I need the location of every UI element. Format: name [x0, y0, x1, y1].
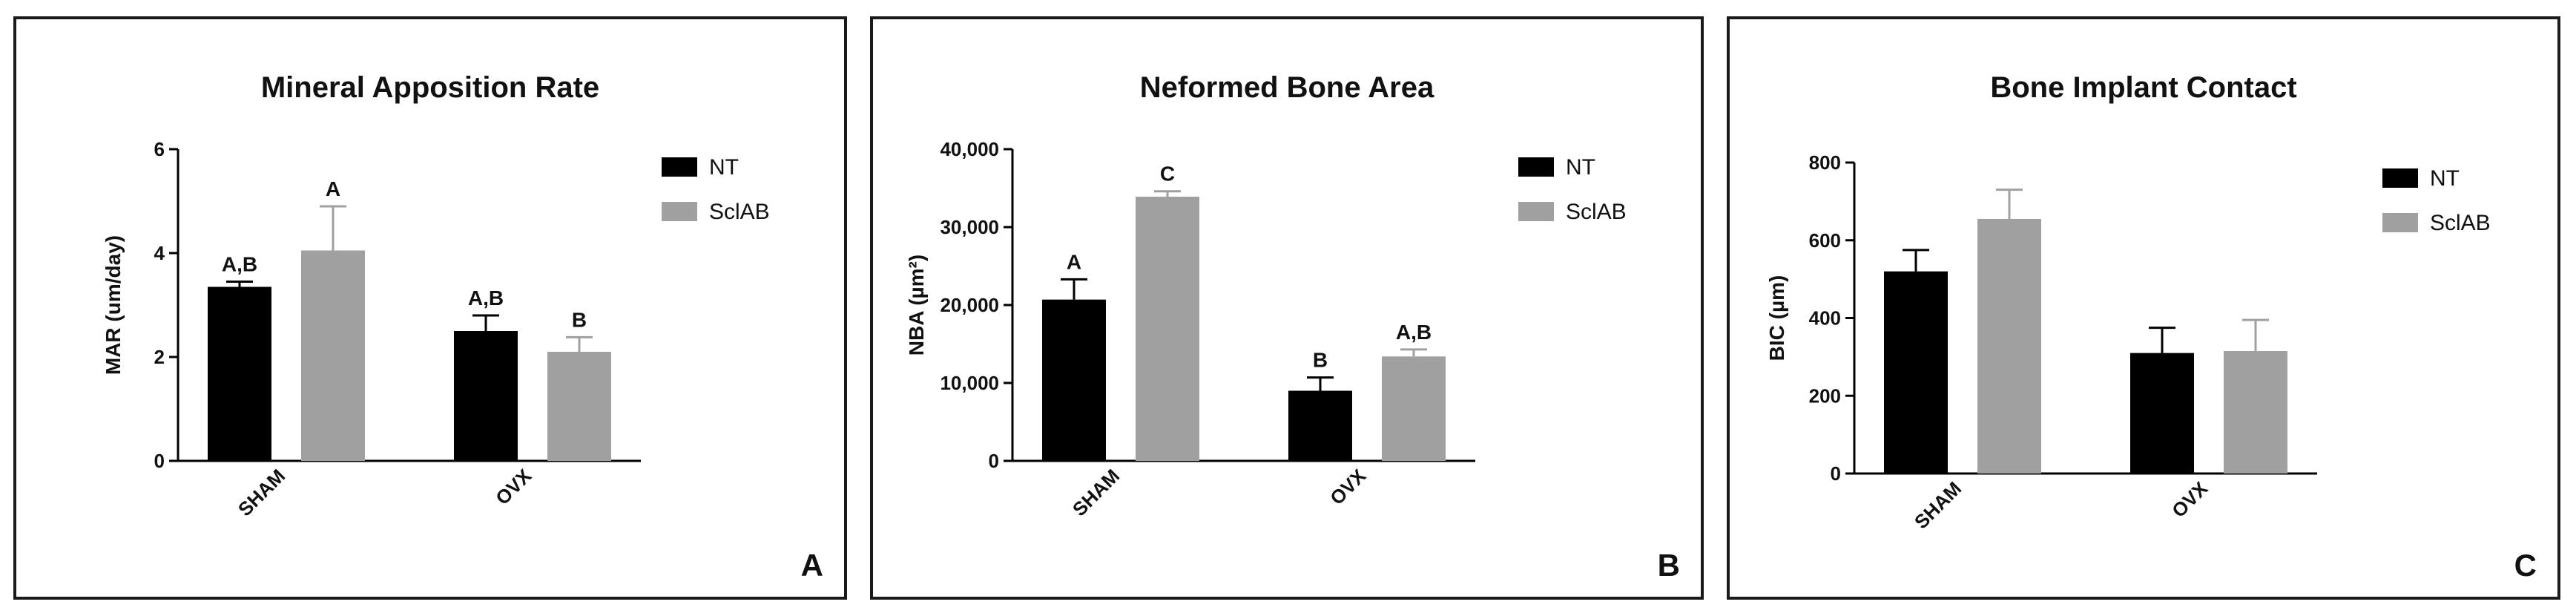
chart-title: Mineral Apposition Rate: [261, 71, 599, 104]
bar-sclab-ovx: [547, 352, 611, 461]
y-tick-label: 800: [1809, 151, 1841, 174]
y-tick-label: 0: [1831, 462, 1841, 485]
significance-label: A,B: [468, 286, 504, 309]
y-tick-label: 0: [989, 450, 999, 472]
y-tick-label: 30,000: [940, 216, 999, 238]
legend-swatch-nt: [2382, 168, 2418, 188]
legend-swatch-nt: [662, 157, 697, 177]
x-tick-label-sham: SHAM: [1068, 465, 1124, 520]
bar-sclab-sham: [301, 250, 365, 461]
significance-label: A: [1067, 250, 1081, 273]
significance-label: B: [572, 308, 587, 331]
chart-panel-b: Neformed Bone Area 0 10,000 20,000 30,000 40,…: [870, 16, 1704, 600]
legend-swatch-sclab: [2382, 213, 2418, 232]
x-tick-label-sham: SHAM: [234, 465, 289, 520]
legend-label-sclab: SclAB: [709, 200, 770, 224]
chart-title: Neformed Bone Area: [1140, 71, 1434, 104]
significance-label: C: [1160, 163, 1175, 186]
y-tick-label: 4: [154, 242, 165, 264]
chart-c-svg: Bone Implant Contact 0 200 400 600 800 BIC (µm…: [1765, 71, 2491, 533]
legend-label-nt: NT: [1566, 155, 1595, 180]
x-tick-label-ovx: OVX: [2167, 477, 2213, 522]
chart-a-svg: Mineral Apposition Rate 0 2 4 6 MAR (um/day) A…: [102, 71, 770, 520]
legend-swatch-sclab: [1518, 202, 1554, 221]
legend-label-nt: NT: [2430, 166, 2460, 191]
bar-nt-ovx: [1288, 390, 1352, 461]
panel-letter-b: B: [1657, 548, 1680, 583]
y-tick-label: 2: [154, 346, 165, 368]
y-tick-label: 20,000: [940, 294, 999, 316]
y-tick-label: 0: [154, 450, 165, 472]
chart-panel-a: Mineral Apposition Rate 0 2 4 6 MAR (um/day) A…: [13, 16, 847, 600]
bar-nt-sham: [1042, 299, 1106, 461]
chart-title: Bone Implant Contact: [1990, 71, 2296, 104]
legend-label-sclab: SclAB: [1566, 200, 1627, 224]
x-tick-label-ovx: OVX: [491, 465, 536, 510]
bar-nt-ovx: [454, 331, 518, 461]
y-tick-label: 6: [154, 138, 165, 160]
bar-sclab-sham: [1977, 218, 2041, 474]
bar-sclab-ovx: [2224, 351, 2287, 474]
panel-letter-c: C: [2514, 548, 2537, 583]
significance-label: B: [1313, 349, 1328, 372]
bar-nt-sham: [208, 286, 271, 461]
x-tick-label-ovx: OVX: [1325, 465, 1371, 510]
legend-label-nt: NT: [709, 155, 739, 180]
y-tick-label: 600: [1809, 229, 1841, 252]
legend-label-sclab: SclAB: [2430, 211, 2491, 235]
bar-nt-ovx: [2130, 353, 2194, 474]
significance-label: A,B: [222, 253, 257, 276]
y-tick-label: 200: [1809, 384, 1841, 407]
x-tick-label-sham: SHAM: [1910, 477, 1966, 533]
legend-swatch-sclab: [662, 202, 697, 221]
y-axis-label: BIC (µm): [1765, 275, 1788, 361]
bar-sclab-sham: [1136, 197, 1199, 461]
bar-sclab-ovx: [1382, 356, 1446, 461]
y-axis-label: MAR (um/day): [102, 235, 125, 375]
y-tick-label: 400: [1809, 307, 1841, 330]
y-axis-label: NBA (µm²): [905, 255, 928, 355]
y-tick-label: 10,000: [940, 372, 999, 394]
chart-b-svg: Neformed Bone Area 0 10,000 20,000 30,000 40,…: [905, 71, 1627, 520]
legend-swatch-nt: [1518, 157, 1554, 177]
significance-label: A: [326, 177, 340, 200]
bar-nt-sham: [1884, 271, 1948, 474]
significance-label: A,B: [1396, 321, 1432, 344]
panel-letter-a: A: [800, 548, 823, 583]
y-tick-label: 40,000: [940, 138, 999, 160]
chart-panel-c: Bone Implant Contact 0 200 400 600 800 BIC (µm…: [1727, 16, 2560, 600]
